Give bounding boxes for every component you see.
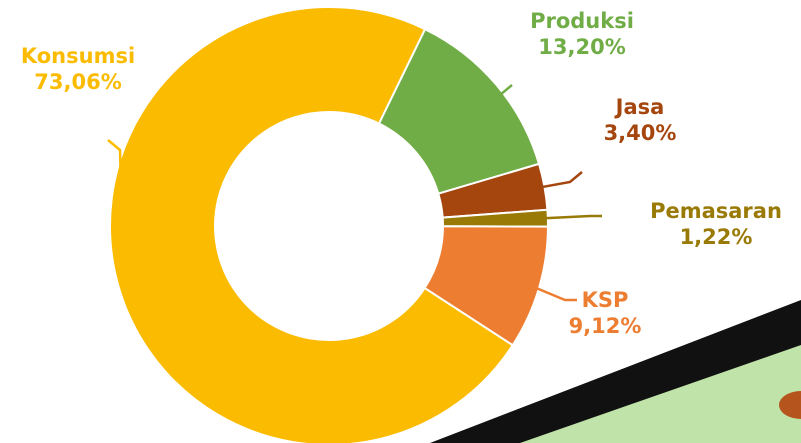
leader-line — [490, 84, 513, 97]
leader-line — [107, 139, 126, 283]
slice-value-label: 1,22% — [680, 225, 753, 249]
slice — [109, 6, 515, 443]
leader-line — [532, 285, 577, 302]
slice-label: Konsumsi — [21, 44, 135, 68]
slice-value-label: 13,20% — [538, 35, 625, 59]
slice-label: Produksi — [530, 9, 634, 33]
leader-line — [538, 171, 583, 189]
background-decoration — [430, 300, 801, 443]
slice-value-label: 73,06% — [34, 70, 121, 94]
leader-line — [541, 214, 602, 220]
green-panel — [520, 345, 801, 443]
slice-label: Pemasaran — [650, 199, 782, 223]
slice-label: Jasa — [614, 95, 665, 119]
slice-value-label: 3,40% — [604, 121, 677, 145]
slice-label: KSP — [582, 288, 629, 312]
decoration — [779, 391, 801, 419]
slice-value-label: 9,12% — [569, 314, 642, 338]
